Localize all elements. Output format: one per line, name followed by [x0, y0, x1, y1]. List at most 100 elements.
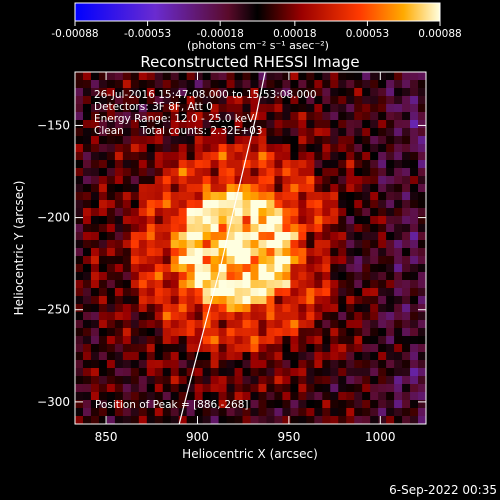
heatmap-cell: [418, 264, 426, 273]
heatmap-cell: [362, 360, 371, 369]
heatmap-cell: [250, 368, 260, 377]
heatmap-cell: [242, 88, 252, 97]
heatmap-cell: [242, 80, 252, 89]
heatmap-cell: [82, 136, 92, 145]
heatmap-cell: [122, 376, 132, 385]
heatmap-cell: [282, 160, 291, 169]
heatmap-cell: [274, 240, 284, 249]
heatmap-cell: [306, 360, 315, 369]
heatmap-cell: [226, 384, 236, 393]
heatmap-cell: [410, 168, 419, 177]
heatmap-cell: [242, 176, 252, 185]
heatmap-cell: [90, 112, 100, 121]
heatmap-cell: [370, 248, 379, 257]
heatmap-cell: [290, 136, 299, 145]
heatmap-cell: [170, 104, 180, 113]
heatmap-cell: [322, 216, 331, 225]
heatmap-cell: [178, 272, 188, 281]
heatmap-cell: [290, 88, 299, 97]
heatmap-cell: [106, 120, 116, 129]
heatmap-cell: [266, 112, 276, 121]
heatmap-cell: [162, 120, 172, 129]
heatmap-cell: [210, 368, 220, 377]
heatmap-cell: [370, 376, 379, 385]
heatmap-cell: [234, 352, 244, 361]
colorbar-tick-label: 0.00053: [346, 28, 389, 40]
heatmap-cell: [362, 272, 371, 281]
heatmap-cell: [418, 272, 426, 281]
heatmap-cell: [250, 304, 260, 313]
heatmap-cell: [290, 248, 299, 257]
heatmap-cell: [178, 208, 188, 217]
heatmap-cell: [370, 144, 379, 153]
heatmap-cell: [354, 88, 363, 97]
heatmap-cell: [410, 336, 419, 345]
heatmap-cell: [210, 136, 220, 145]
heatmap-cell: [138, 112, 148, 121]
heatmap-cell: [370, 296, 379, 305]
heatmap-cell: [170, 416, 180, 424]
heatmap-cell: [274, 192, 284, 201]
heatmap-cell: [138, 384, 148, 393]
heatmap-cell: [394, 208, 403, 217]
heatmap-cell: [354, 176, 363, 185]
heatmap-cell: [90, 416, 100, 424]
heatmap-cell: [266, 352, 276, 361]
heatmap-cell: [322, 80, 331, 89]
heatmap-cell: [178, 288, 188, 297]
heatmap-cell: [242, 328, 252, 337]
heatmap-cell: [234, 176, 244, 185]
heatmap-cell: [370, 128, 379, 137]
heatmap-cell: [146, 120, 156, 129]
heatmap-cell: [226, 120, 236, 129]
heatmap-cell: [210, 272, 220, 281]
heatmap-cell: [306, 200, 315, 209]
heatmap-cell: [330, 128, 339, 137]
heatmap-cell: [146, 152, 156, 161]
heatmap-cell: [170, 352, 180, 361]
heatmap-cell: [106, 72, 116, 81]
heatmap-cell: [90, 248, 100, 257]
heatmap-cell: [114, 392, 124, 401]
heatmap-cell: [75, 224, 84, 233]
heatmap-cell: [314, 112, 323, 121]
heatmap-cell: [346, 160, 355, 169]
heatmap-cell: [146, 352, 156, 361]
heatmap-cell: [218, 144, 228, 153]
heatmap-cell: [218, 296, 228, 305]
heatmap-cell: [418, 224, 426, 233]
heatmap-cell: [75, 272, 84, 281]
heatmap-cell: [338, 192, 347, 201]
heatmap-cell: [410, 384, 419, 393]
heatmap-cell: [378, 296, 387, 305]
heatmap-cell: [402, 104, 411, 113]
heatmap-cell: [394, 128, 403, 137]
heatmap-cell: [218, 376, 228, 385]
heatmap-cell: [322, 72, 331, 81]
heatmap-cell: [98, 400, 108, 409]
heatmap-cell: [146, 280, 156, 289]
heatmap-cell: [402, 152, 411, 161]
heatmap-cell: [338, 296, 347, 305]
heatmap-cell: [146, 224, 156, 233]
heatmap-cell: [362, 248, 371, 257]
heatmap-cell: [258, 304, 268, 313]
heatmap-cell: [378, 264, 387, 273]
heatmap-cell: [90, 392, 100, 401]
heatmap-cell: [202, 376, 212, 385]
heatmap-cell: [170, 256, 180, 265]
heatmap-cell: [234, 104, 244, 113]
heatmap-cell: [242, 408, 252, 417]
heatmap-cell: [314, 240, 323, 249]
heatmap-cell: [162, 144, 172, 153]
heatmap-cell: [154, 168, 164, 177]
heatmap-cell: [154, 352, 164, 361]
heatmap-cell: [98, 224, 108, 233]
heatmap-cell: [266, 144, 276, 153]
heatmap-cell: [258, 360, 268, 369]
heatmap-cell: [138, 224, 148, 233]
heatmap-cell: [90, 208, 100, 217]
heatmap-cell: [218, 112, 228, 121]
colorbar-units: (photons cm⁻² s⁻¹ asec⁻²): [187, 39, 329, 52]
heatmap-cell: [386, 272, 395, 281]
